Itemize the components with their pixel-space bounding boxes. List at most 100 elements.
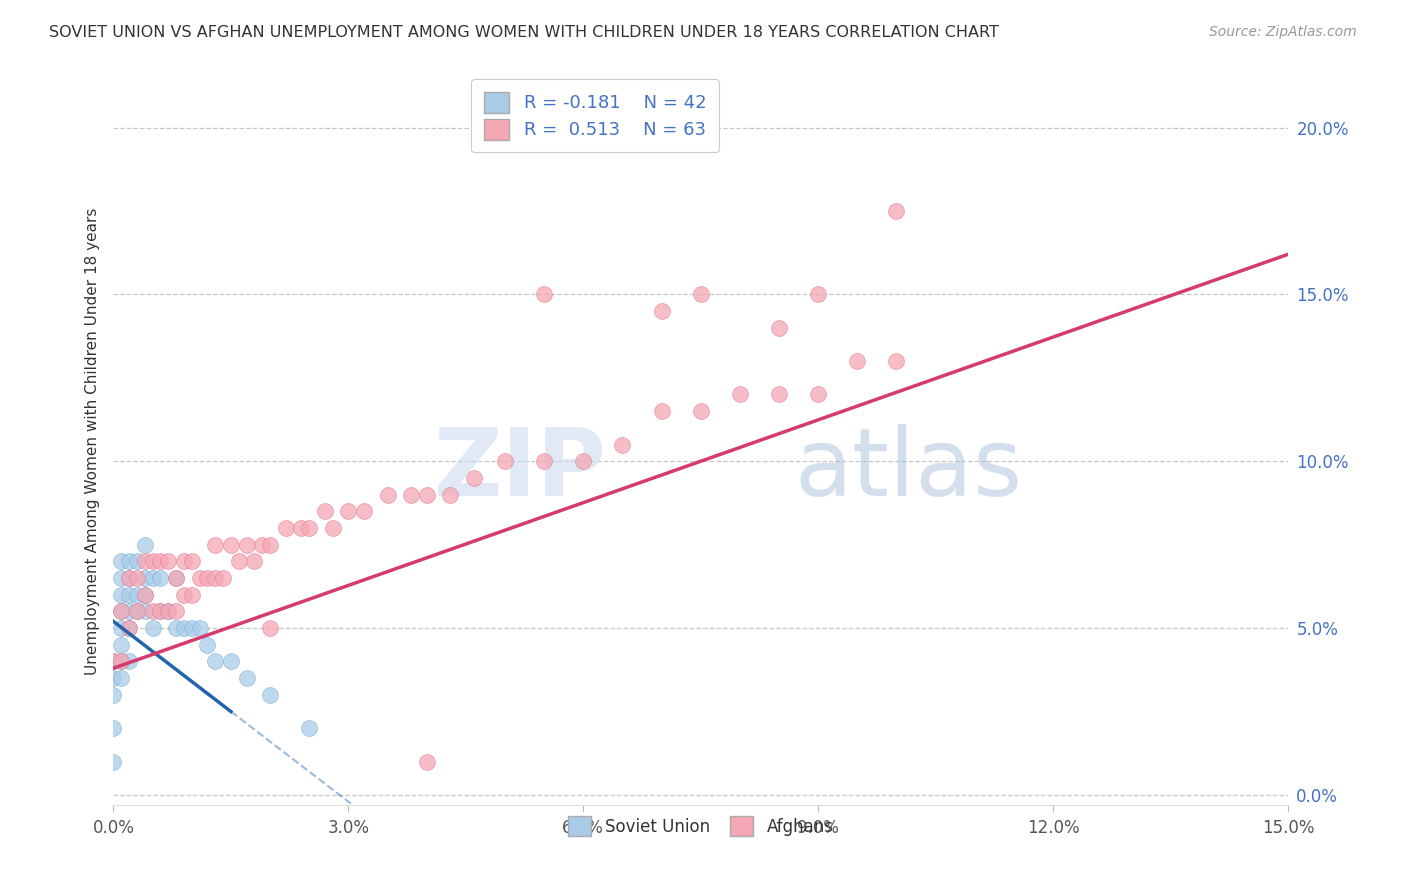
Point	[439, 488, 461, 502]
Point	[572, 454, 595, 468]
Point	[110, 554, 132, 568]
Point	[118, 621, 141, 635]
Point	[110, 588, 132, 602]
Point	[110, 638, 132, 652]
Point	[337, 504, 360, 518]
Point	[103, 755, 125, 769]
Point	[118, 655, 141, 669]
Point	[314, 504, 336, 518]
Point	[134, 538, 156, 552]
Point	[768, 320, 790, 334]
Point	[125, 588, 148, 602]
Point	[157, 554, 180, 568]
Point	[204, 655, 226, 669]
Point	[110, 655, 132, 669]
Text: SOVIET UNION VS AFGHAN UNEMPLOYMENT AMONG WOMEN WITH CHILDREN UNDER 18 YEARS COR: SOVIET UNION VS AFGHAN UNEMPLOYMENT AMON…	[49, 25, 1000, 40]
Point	[204, 571, 226, 585]
Text: ZIP: ZIP	[434, 425, 607, 516]
Point	[197, 638, 219, 652]
Point	[134, 604, 156, 618]
Point	[651, 304, 673, 318]
Point	[118, 571, 141, 585]
Point	[103, 721, 125, 735]
Point	[689, 404, 711, 418]
Point	[768, 387, 790, 401]
Point	[298, 721, 321, 735]
Point	[243, 554, 266, 568]
Point	[110, 571, 132, 585]
Point	[259, 621, 281, 635]
Point	[188, 571, 211, 585]
Point	[377, 488, 399, 502]
Text: atlas: atlas	[794, 425, 1024, 516]
Point	[728, 387, 751, 401]
Point	[142, 571, 165, 585]
Point	[134, 554, 156, 568]
Point	[125, 571, 148, 585]
Point	[274, 521, 297, 535]
Point	[110, 621, 132, 635]
Point	[259, 538, 281, 552]
Point	[180, 554, 202, 568]
Point	[149, 604, 172, 618]
Point	[173, 621, 195, 635]
Point	[157, 604, 180, 618]
Legend: Soviet Union, Afghans: Soviet Union, Afghans	[560, 808, 842, 844]
Point	[180, 588, 202, 602]
Point	[134, 588, 156, 602]
Point	[103, 688, 125, 702]
Point	[807, 387, 830, 401]
Point	[353, 504, 375, 518]
Point	[103, 655, 125, 669]
Point	[125, 604, 148, 618]
Point	[886, 203, 908, 218]
Point	[165, 571, 187, 585]
Point	[157, 604, 180, 618]
Point	[298, 521, 321, 535]
Point	[125, 554, 148, 568]
Point	[204, 538, 226, 552]
Point	[103, 655, 125, 669]
Point	[134, 571, 156, 585]
Point	[322, 521, 344, 535]
Point	[110, 671, 132, 685]
Point	[188, 621, 211, 635]
Point	[125, 604, 148, 618]
Point	[142, 604, 165, 618]
Point	[533, 454, 555, 468]
Point	[533, 287, 555, 301]
Point	[228, 554, 250, 568]
Point	[807, 287, 830, 301]
Text: Source: ZipAtlas.com: Source: ZipAtlas.com	[1209, 25, 1357, 39]
Point	[142, 554, 165, 568]
Point	[142, 621, 165, 635]
Point	[149, 554, 172, 568]
Y-axis label: Unemployment Among Women with Children Under 18 years: Unemployment Among Women with Children U…	[86, 208, 100, 675]
Point	[118, 571, 141, 585]
Point	[612, 437, 634, 451]
Point	[134, 588, 156, 602]
Point	[235, 671, 257, 685]
Point	[886, 354, 908, 368]
Point	[165, 604, 187, 618]
Point	[110, 604, 132, 618]
Point	[689, 287, 711, 301]
Point	[290, 521, 312, 535]
Point	[197, 571, 219, 585]
Point	[415, 755, 437, 769]
Point	[259, 688, 281, 702]
Point	[165, 571, 187, 585]
Point	[118, 588, 141, 602]
Point	[252, 538, 274, 552]
Point	[651, 404, 673, 418]
Point	[118, 554, 141, 568]
Point	[110, 655, 132, 669]
Point	[219, 655, 242, 669]
Point	[399, 488, 422, 502]
Point	[149, 604, 172, 618]
Point	[173, 554, 195, 568]
Point	[103, 671, 125, 685]
Point	[415, 488, 437, 502]
Point	[846, 354, 869, 368]
Point	[180, 621, 202, 635]
